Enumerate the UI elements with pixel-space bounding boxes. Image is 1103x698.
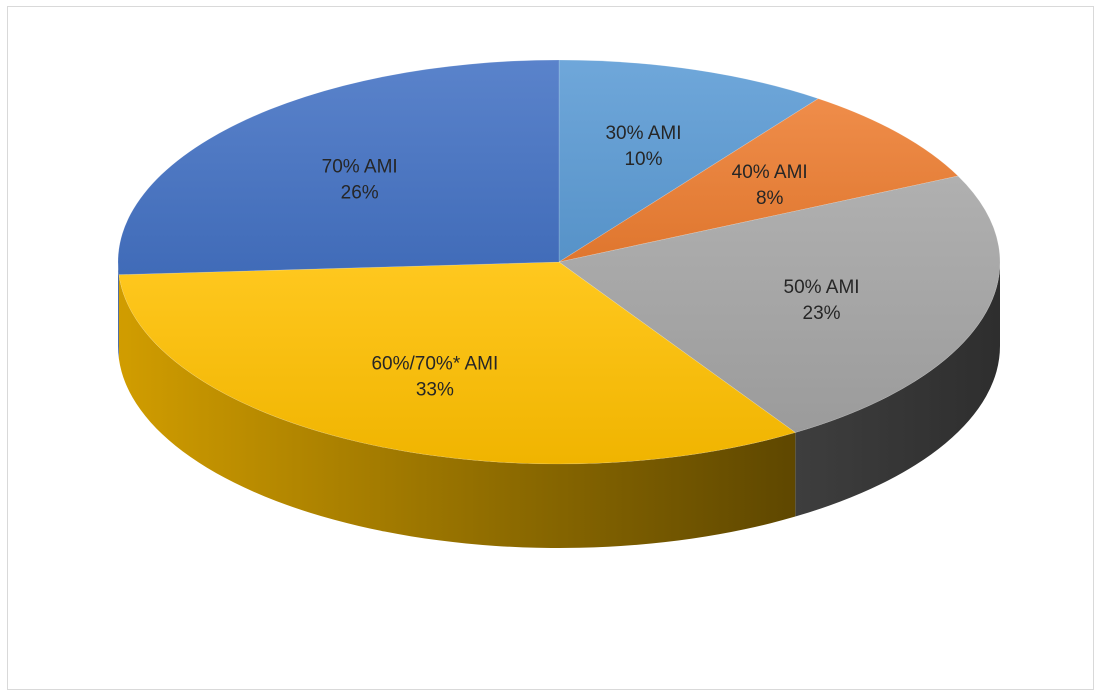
pie-slice-30-ami[interactable]: [558, 59, 819, 263]
slice-percent-label: 26%: [341, 182, 379, 203]
data-label-30-ami: 30% AMI 10%: [605, 123, 681, 170]
pie-side-70-ami: [118, 262, 119, 359]
pie-slice-60-70-ami[interactable]: [118, 261, 796, 465]
data-label-40-ami: 40% AMI 8%: [732, 162, 808, 209]
pie-side-50-ami: [795, 262, 1000, 517]
slice-percent-label: 33%: [416, 380, 454, 401]
data-label-70-ami: 70% AMI 26%: [322, 156, 398, 203]
pie-side-60-70-ami: [118, 274, 796, 548]
pie-labels: 30% AMI 10% 40% AMI 8% 50% AMI 23% 60%/70%* AM…: [322, 123, 860, 401]
slice-percent-label: 10%: [624, 149, 662, 170]
slice-category-label: 40% AMI: [732, 162, 808, 183]
slice-category-label: 50% AMI: [784, 277, 860, 298]
data-label-60-70-ami: 60%/70%* AMI 33%: [371, 354, 498, 401]
pie-slice-50-ami[interactable]: [558, 175, 1001, 433]
pie-slice-70-ami[interactable]: [117, 59, 560, 275]
data-label-50-ami: 50% AMI 23%: [784, 277, 860, 324]
slice-percent-label: 8%: [756, 188, 784, 209]
slice-category-label: 70% AMI: [322, 156, 398, 177]
pie-tops: [117, 59, 1001, 465]
pie-sides: [118, 262, 1000, 548]
slice-category-label: 60%/70%* AMI: [371, 354, 498, 375]
pie-slice-40-ami[interactable]: [558, 98, 959, 263]
slice-percent-label: 23%: [803, 303, 841, 324]
slice-category-label: 30% AMI: [605, 123, 681, 144]
